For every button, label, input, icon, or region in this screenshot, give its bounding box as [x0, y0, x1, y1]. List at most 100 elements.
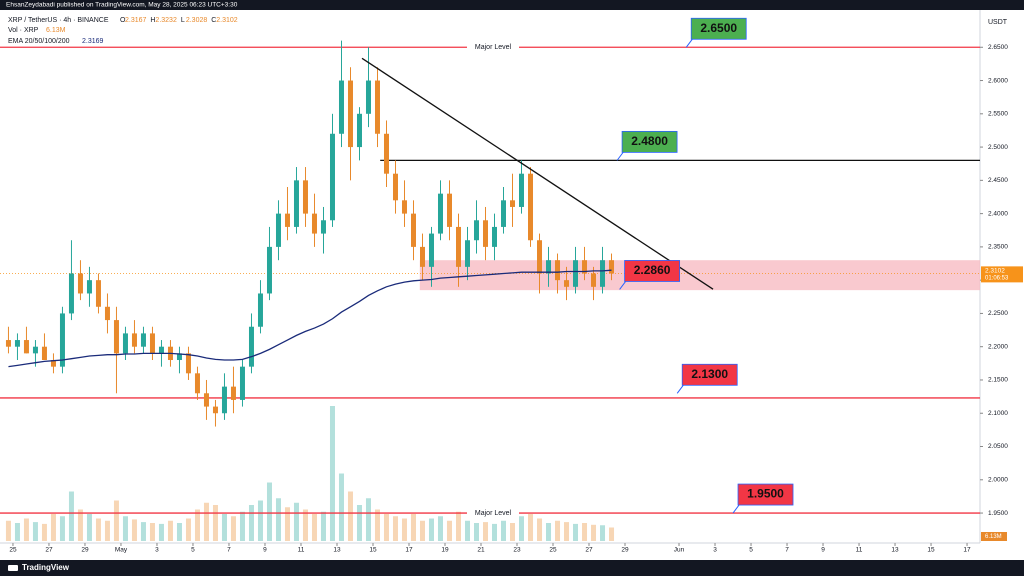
ohlc-key: L	[181, 17, 185, 24]
candle-body	[68, 273, 74, 314]
x-tick-label: 27	[585, 547, 593, 554]
volume-bar	[320, 511, 326, 541]
volume-label: Vol · XRP	[8, 27, 39, 34]
volume-bar	[410, 514, 416, 541]
volume-bar	[248, 505, 254, 541]
volume-bar	[446, 520, 452, 541]
candle-body	[609, 260, 615, 274]
level-label: Major Level	[475, 44, 512, 51]
candle-body	[446, 193, 452, 227]
volume-bar	[428, 518, 434, 541]
volume-bar	[419, 520, 425, 541]
x-tick-label: 11	[856, 547, 863, 554]
candle-body	[419, 246, 425, 267]
y-tick-label: 1.9500	[988, 510, 1008, 517]
candle-body	[510, 200, 516, 207]
currency: USDT	[988, 19, 1008, 26]
volume-bar	[329, 406, 335, 541]
bottom-bar	[0, 560, 1024, 576]
candle-body	[95, 280, 101, 307]
volume-bar	[600, 525, 606, 541]
y-tick-label: 2.6500	[988, 44, 1008, 51]
ohlc-key: C	[211, 17, 216, 24]
price-label-box	[621, 130, 678, 153]
volume-bar	[230, 516, 236, 541]
volume-bar	[176, 523, 182, 541]
ohlc-value: 2.3167	[125, 17, 147, 24]
volume-bar	[311, 514, 317, 541]
candle-body	[365, 80, 371, 114]
volume-bar	[573, 523, 579, 541]
volume-bar	[77, 509, 83, 541]
candle-body	[185, 353, 191, 374]
candle-body	[23, 340, 29, 354]
label-pointer	[619, 281, 627, 290]
ema-value: 2.3169	[82, 38, 104, 45]
volume-bar	[591, 524, 597, 541]
volume-bar	[68, 491, 74, 541]
candle-body	[266, 246, 272, 294]
volume-bar	[564, 522, 570, 541]
volume-value: 6.13M	[46, 27, 66, 34]
volume-bar	[266, 482, 272, 541]
candle-body	[537, 240, 543, 274]
candle-body	[482, 220, 488, 247]
candle-body	[546, 260, 552, 274]
volume-bar	[582, 523, 588, 541]
price-label-box	[737, 483, 794, 506]
candle-body	[113, 320, 119, 354]
support-zone	[419, 260, 980, 291]
volume-bar	[185, 518, 191, 541]
price-label: 2.4800	[631, 134, 668, 148]
x-tick-label: 27	[45, 547, 53, 554]
volume-bar	[356, 505, 362, 541]
x-tick-label: 15	[369, 547, 377, 554]
level-label-bg	[467, 509, 519, 518]
price-label: 1.9500	[747, 487, 784, 501]
x-tick-label: 15	[927, 547, 935, 554]
candle-body	[239, 366, 245, 400]
ohlc-value: 2.3028	[186, 17, 208, 24]
x-tick-label: 9	[263, 547, 267, 554]
candle-body	[32, 346, 38, 354]
ohlc-value: 2.3102	[216, 17, 238, 24]
brand: TradingView	[22, 563, 70, 572]
candle-body	[392, 173, 398, 201]
top-bar	[0, 0, 1024, 10]
volume-bar	[437, 516, 443, 541]
candle-body	[374, 80, 380, 134]
volume-bar	[221, 514, 227, 541]
candle-body	[492, 226, 498, 247]
volume-bar	[23, 518, 29, 541]
candle-body	[302, 180, 308, 214]
volume-bar	[473, 523, 479, 541]
x-tick-label: 11	[298, 547, 305, 554]
price-label: 2.6500	[700, 21, 737, 35]
price-label: 2.1300	[691, 367, 728, 381]
candle-body	[401, 200, 407, 214]
volume-bar	[149, 523, 155, 541]
candle-body	[320, 220, 326, 234]
candle-body	[501, 200, 507, 227]
y-tick-label: 2.0500	[988, 443, 1008, 450]
legend: XRP / TetherUS · 4h · BINANCE Vol · XRP …	[8, 17, 109, 45]
x-tick-label: 13	[333, 547, 341, 554]
price-label-box	[690, 17, 747, 40]
y-tick-label: 2.0000	[988, 477, 1008, 484]
volume-bar	[41, 523, 47, 541]
volume-bar	[14, 523, 20, 541]
candle-body	[347, 80, 353, 148]
volume-bar	[59, 516, 65, 541]
x-tick-label: 13	[891, 547, 899, 554]
candle-body	[383, 133, 389, 174]
label-pointer	[676, 384, 684, 394]
candle-body	[311, 213, 317, 234]
x-tick-label: 25	[9, 547, 17, 554]
volume-bar	[546, 523, 552, 541]
last-price-tag-label: 2.3102	[985, 268, 1005, 275]
volume-bar	[140, 522, 146, 541]
y-tick-label: 2.1500	[988, 377, 1008, 384]
y-tick-label: 2.1000	[988, 410, 1008, 417]
volume-bar	[5, 520, 11, 541]
